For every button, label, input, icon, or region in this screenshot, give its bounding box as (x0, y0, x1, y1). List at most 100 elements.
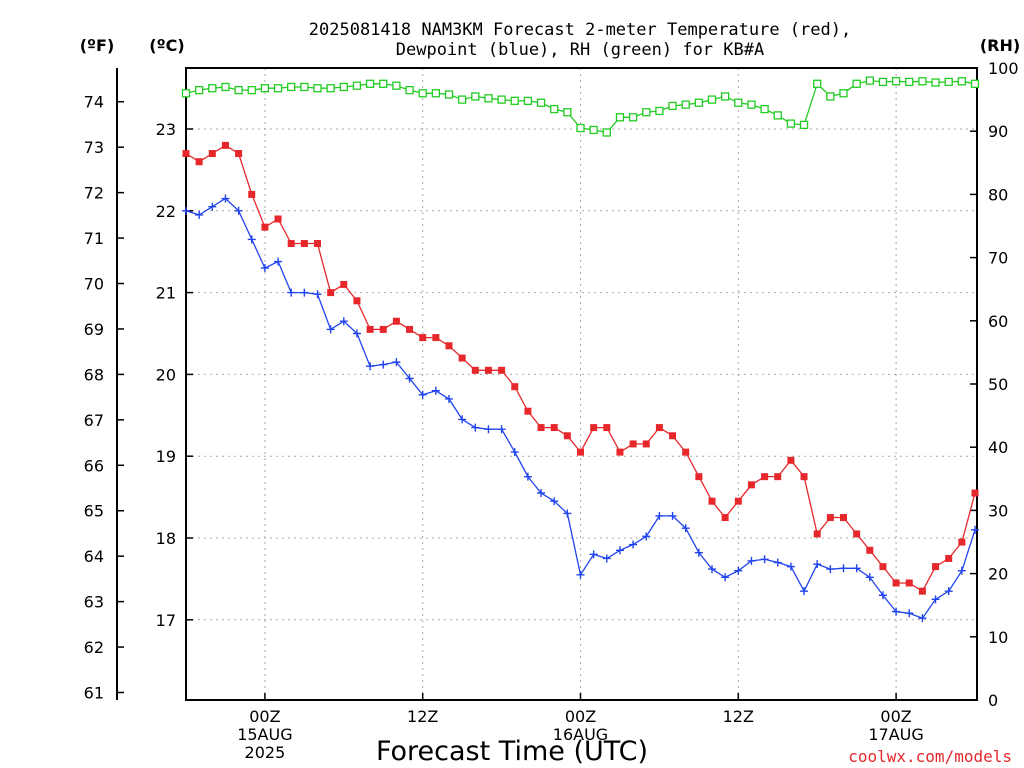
dewpoint-point (550, 497, 559, 506)
temperature-point (945, 554, 953, 562)
rh-point (457, 95, 467, 104)
dewpoint-point (734, 566, 743, 575)
dewpoint-point (287, 288, 296, 297)
temperature-point (932, 563, 940, 571)
rh-point (615, 113, 625, 122)
rh-point (865, 76, 874, 85)
celsius-tick-label: 20 (156, 365, 176, 384)
dewpoint-point (918, 614, 927, 623)
dewpoint-point (602, 554, 611, 563)
rh-point (431, 89, 441, 98)
plot-frame (185, 67, 978, 701)
rh-point (471, 92, 480, 101)
fahrenheit-tick-label: 71 (84, 229, 104, 248)
rh-point (839, 89, 848, 98)
temperature-point (432, 334, 440, 342)
rh-point (326, 84, 335, 93)
temperature-point (669, 432, 677, 440)
dewpoint-point (445, 394, 453, 403)
series-rh (181, 76, 980, 137)
rh-point (852, 79, 861, 88)
rh-point (523, 96, 533, 106)
rh-point (550, 104, 559, 114)
temperature-point (195, 158, 203, 166)
x-tick-label: 12Z (723, 707, 754, 726)
rh-point (260, 84, 270, 93)
dewpoint-point (510, 448, 519, 457)
rh-tick-label: 10 (988, 628, 1008, 647)
temperature-point (655, 424, 663, 432)
rh-point (497, 95, 506, 104)
temperature-point (353, 297, 361, 305)
x-tick-label: 2025 (245, 743, 286, 762)
rh-tick-label: 80 (988, 185, 1008, 204)
dewpoint-point (786, 562, 795, 571)
rh-point (799, 120, 809, 130)
fahrenheit-tick-label: 67 (84, 411, 104, 430)
dewpoint-point (589, 550, 598, 559)
credit-text[interactable]: coolwx.com/models (848, 747, 1012, 766)
dewpoint-point (944, 587, 953, 596)
dewpoint-point (813, 560, 822, 569)
temperature-point (813, 530, 821, 538)
x-tick-label: 16AUG (553, 725, 608, 744)
dewpoint-point (313, 290, 322, 299)
series-layer (181, 76, 980, 623)
temperature-point (274, 215, 282, 223)
dewpoint-point (208, 202, 217, 211)
rh-point (891, 77, 901, 86)
celsius-tick-label: 23 (156, 120, 176, 139)
rh-point (707, 95, 717, 104)
temperature-point (563, 432, 571, 440)
rh-point (392, 81, 401, 90)
temperature-point (524, 407, 532, 415)
temperature-point (445, 342, 453, 350)
x-tick-label: 00Z (249, 707, 280, 726)
dewpoint-point (576, 570, 585, 579)
rh-point (878, 77, 888, 87)
dewpoint-point (800, 587, 809, 596)
dewpoint-point (563, 509, 572, 518)
fahrenheit-tick-label: 70 (84, 275, 104, 294)
fahrenheit-tick-label: 65 (84, 502, 104, 521)
rh-point (576, 123, 585, 133)
temperature-point (419, 334, 427, 342)
rh-point (536, 98, 546, 107)
celsius-tick-label: 17 (156, 611, 176, 630)
dewpoint-point (773, 558, 782, 567)
dewpoint-point (418, 390, 427, 399)
dewpoint-point (826, 565, 835, 574)
dewpoint-point (694, 548, 703, 557)
rh-point (589, 125, 598, 135)
rh-point (563, 108, 572, 117)
dewpoint-point (392, 358, 401, 367)
dewpoint-point (681, 524, 690, 533)
dewpoint-point (642, 532, 651, 541)
rh-point (247, 85, 256, 95)
fahrenheit-tick-label: 64 (84, 547, 104, 566)
rh-point (221, 82, 230, 92)
rh-point (418, 89, 427, 98)
rh-point (379, 79, 388, 88)
temperature-point (642, 440, 650, 448)
rh-point (721, 92, 730, 101)
fahrenheit-unit-label: (ºF) (80, 36, 115, 55)
temperature-point (340, 280, 348, 288)
temperature-point (577, 448, 584, 456)
fahrenheit-tick-label: 73 (84, 138, 104, 157)
rh-tick-label: 90 (988, 122, 1008, 141)
rh-point (602, 128, 611, 137)
temperature-point (248, 190, 256, 198)
temperature-point (918, 587, 926, 595)
dewpoint-point (260, 264, 269, 273)
temperature-point (905, 579, 913, 587)
temperature-point (406, 325, 414, 333)
rh-point (905, 77, 914, 87)
celsius-tick-label: 19 (156, 447, 176, 466)
fahrenheit-tick-label: 66 (84, 456, 104, 475)
dewpoint-point (852, 564, 861, 573)
dewpoint-point (878, 591, 887, 600)
rh-point (628, 113, 638, 122)
